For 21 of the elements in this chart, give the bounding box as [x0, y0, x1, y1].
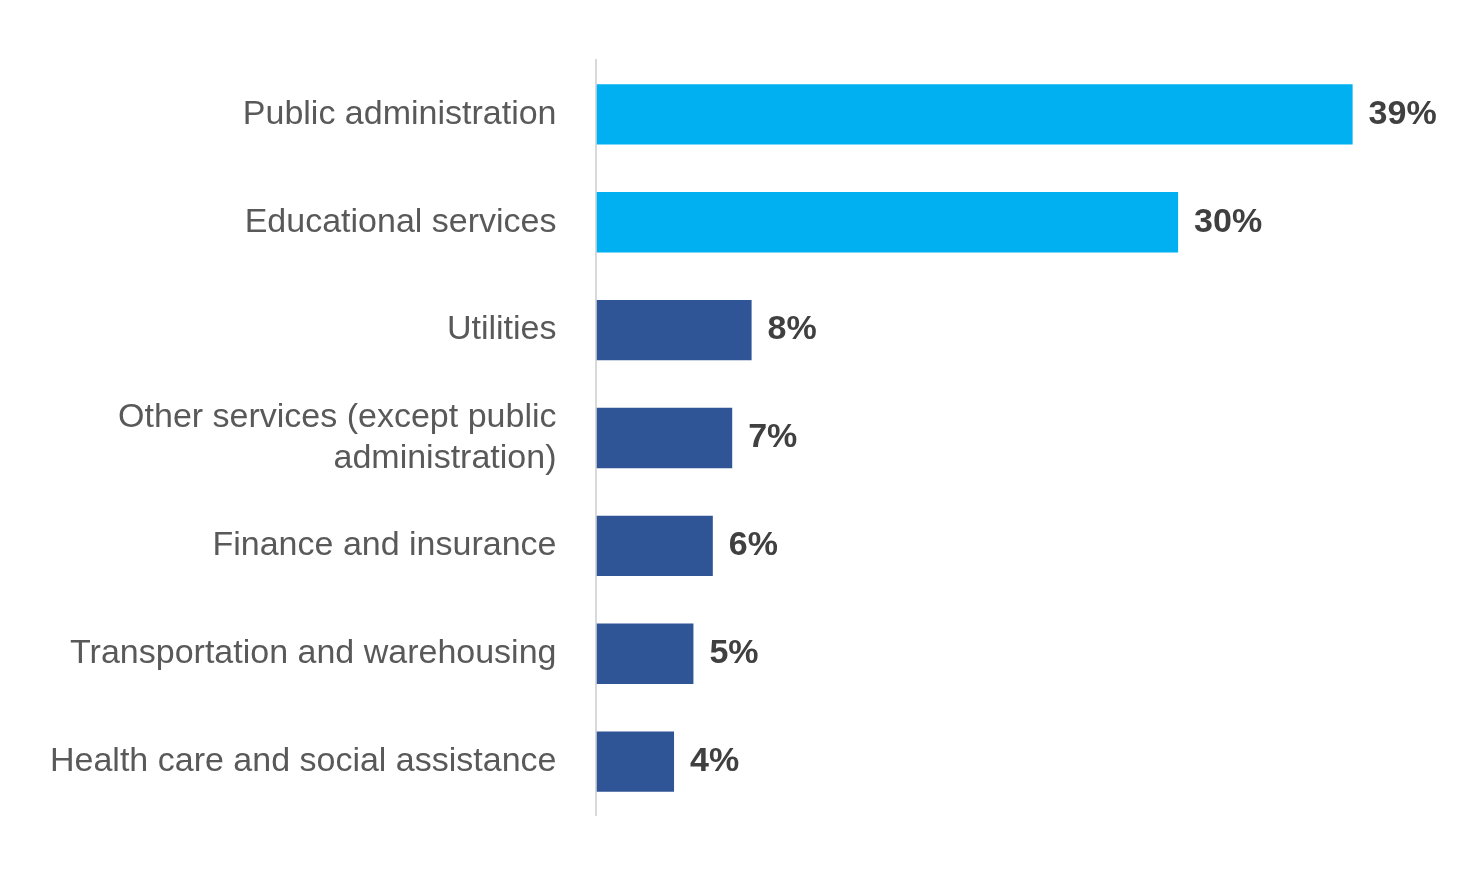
data-label: 39% [1368, 92, 1437, 131]
data-label: 8% [767, 308, 817, 347]
bar [596, 623, 694, 684]
data-label: 7% [748, 416, 798, 455]
y-tick-label: Educational services [244, 200, 557, 239]
data-label: 6% [728, 524, 778, 563]
bar [596, 299, 752, 361]
bar [596, 84, 1353, 145]
y-tick-label: Utilities [446, 308, 557, 347]
y-tick-label: Health care and social assistance [50, 740, 557, 779]
data-label: 30% [1194, 200, 1263, 239]
bar [596, 192, 1179, 253]
y-tick-label: Finance and insurance [212, 524, 557, 563]
bar [596, 407, 733, 469]
y-tick-label: Public administration [242, 92, 557, 131]
y-tick-label: Other services (except public administration) [118, 395, 557, 475]
y-tick-label: Transportation and warehousing [70, 632, 557, 671]
data-label: 5% [709, 632, 759, 671]
bar [596, 731, 675, 792]
data-label: 4% [690, 740, 740, 779]
bar [596, 515, 713, 577]
